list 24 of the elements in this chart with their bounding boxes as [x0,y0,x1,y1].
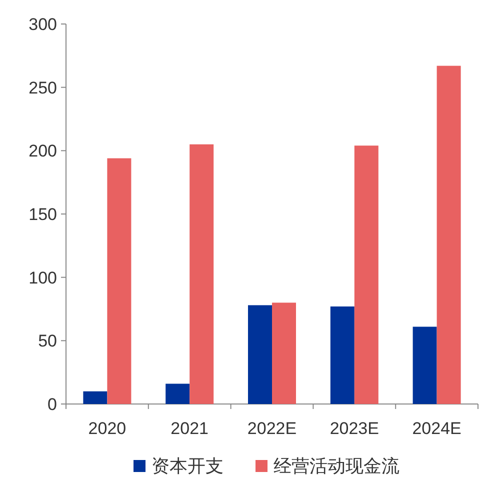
x-tick-label: 2021 [170,419,209,438]
bar [354,146,378,404]
legend-label: 资本开支 [152,456,224,476]
y-tick-label: 50 [38,332,57,351]
bar [166,384,190,404]
y-tick-label: 0 [48,395,57,414]
y-tick-label: 200 [28,142,57,161]
bar [83,391,108,404]
x-tick-label: 2023E [330,419,379,438]
bar [107,158,132,404]
bar [436,66,461,404]
bar [330,306,354,404]
y-tick-label: 150 [28,205,57,224]
legend-label: 经营活动现金流 [274,456,400,476]
y-tick-label: 250 [28,78,57,98]
y-tick-label: 100 [28,268,57,288]
y-tick-label: 300 [28,15,57,34]
x-tick-label: 2020 [88,419,126,438]
bar [412,326,437,404]
x-tick-label: 2022E [247,419,297,438]
bar [248,305,272,404]
bar [190,144,214,404]
x-tick-label: 2024E [412,419,462,438]
bar [272,302,296,404]
